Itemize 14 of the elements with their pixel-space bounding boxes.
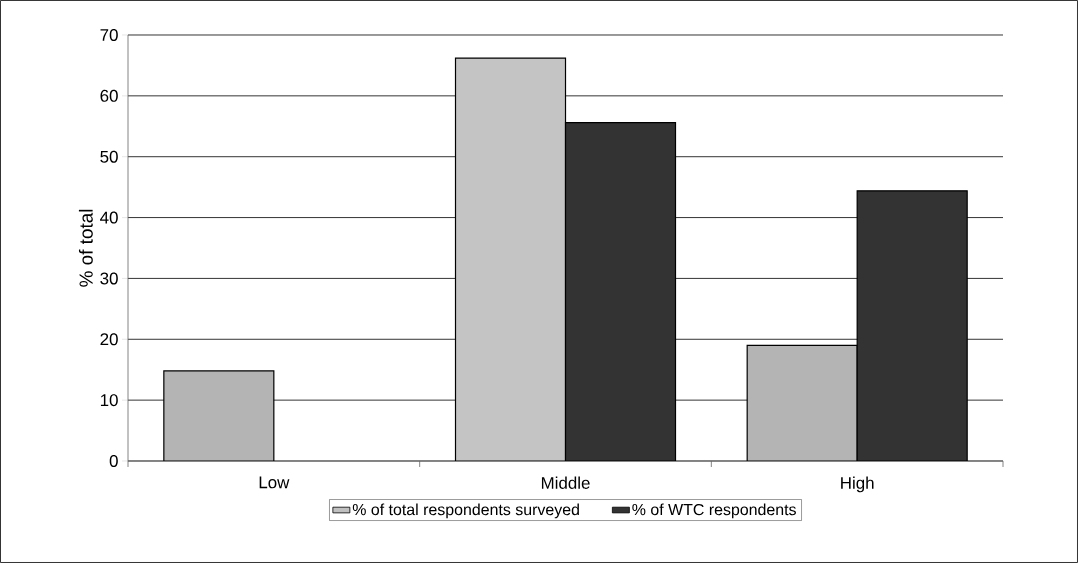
y-tick-label: 10 [100,394,118,407]
legend-label: % of total respondents surveyed [352,503,579,519]
y-tick-label: 30 [100,272,118,285]
y-tick-label: 20 [100,333,118,346]
x-tick-label: Middle [541,476,590,489]
y-tick-label: 60 [100,89,118,102]
y-axis-title: % of total [78,209,93,287]
y-tick-label: 40 [100,211,118,224]
y-tick-label: 50 [100,150,118,163]
x-tick-label: Low [259,476,290,489]
y-tick-label: 70 [100,29,118,41]
x-tick-label: High [841,476,874,493]
y-tick-label: 0 [109,454,118,467]
legend-label: % of WTC respondents [632,503,796,519]
